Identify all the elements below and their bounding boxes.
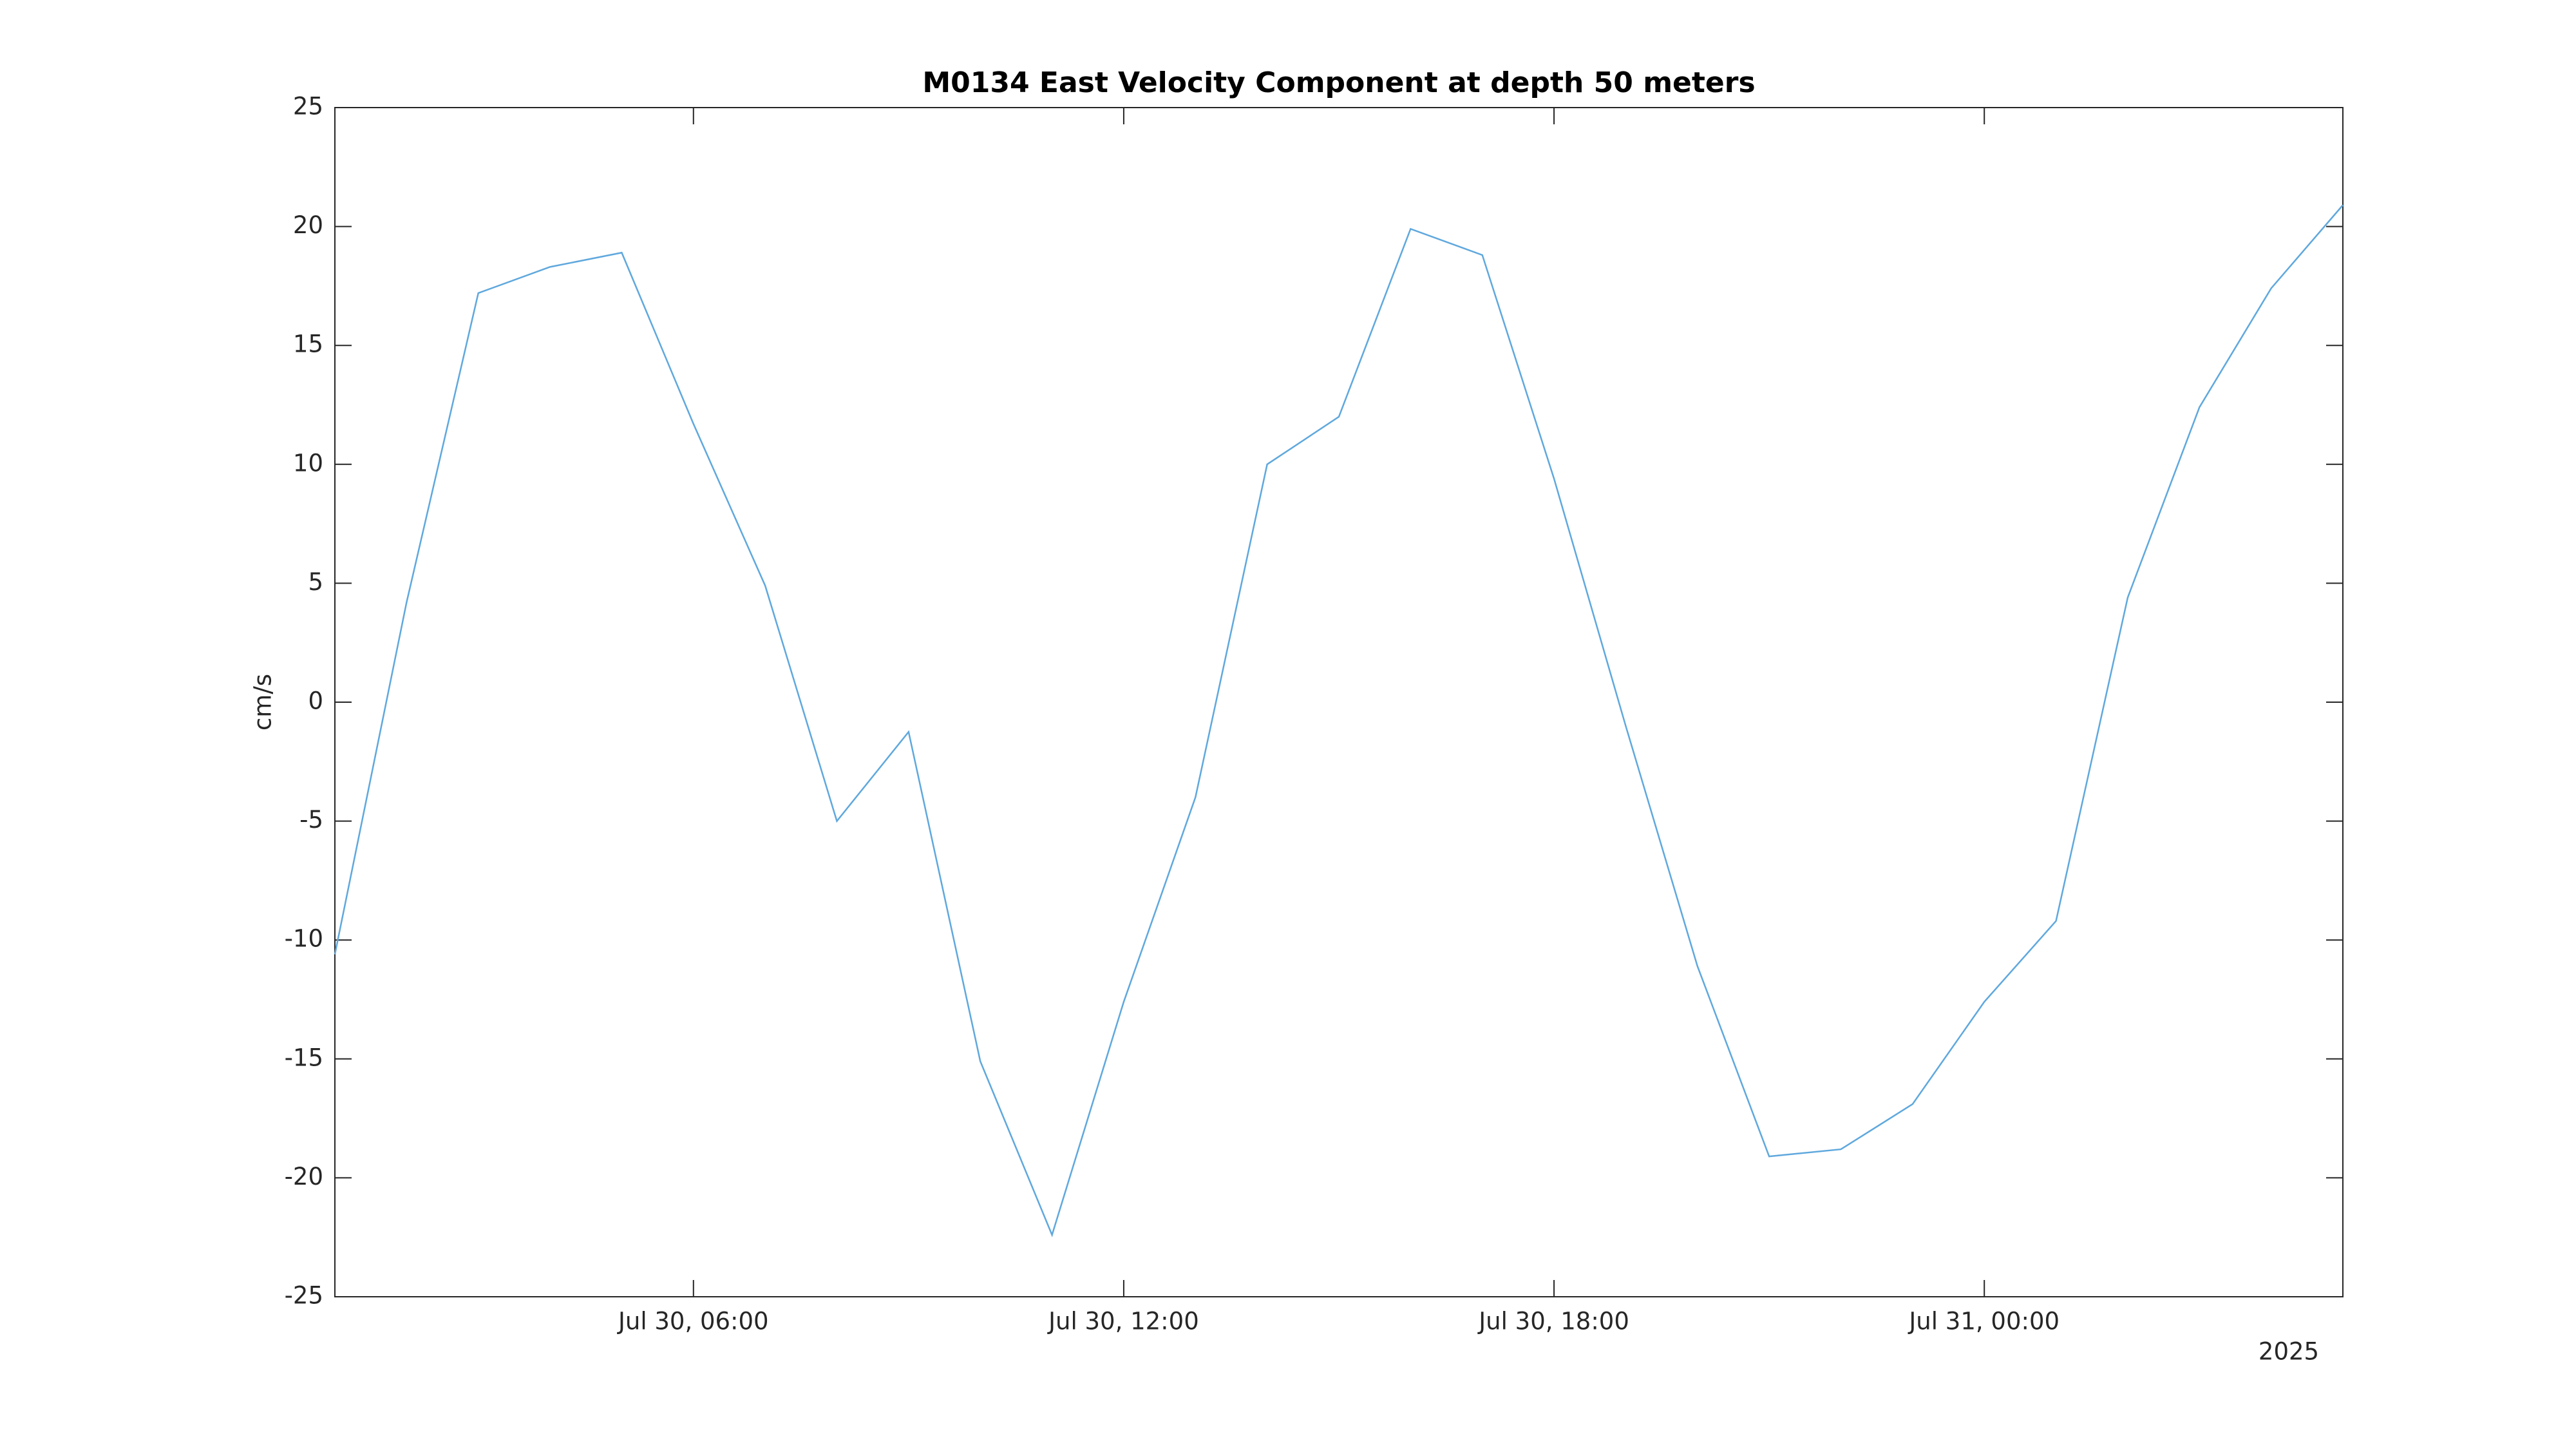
x-tick-label: Jul 31, 00:00: [1908, 1308, 2060, 1335]
y-tick-label: 25: [293, 93, 323, 120]
axes-box: [334, 107, 2344, 1297]
x-tick-label: Jul 30, 06:00: [617, 1308, 769, 1335]
y-axis-label: cm/s: [249, 674, 277, 731]
y-tick-label: 0: [308, 687, 323, 715]
y-tick-label: -5: [299, 806, 323, 834]
y-tick-label: 5: [308, 568, 323, 596]
chart-title: M0134 East Velocity Component at depth 5…: [922, 66, 1755, 99]
y-tick-label: -10: [285, 925, 323, 953]
y-tick-label: 10: [293, 449, 323, 477]
x-tick-label: Jul 30, 12:00: [1047, 1308, 1199, 1335]
y-tick-label: -20: [285, 1163, 323, 1190]
x-tick-label: Jul 30, 18:00: [1477, 1308, 1629, 1335]
y-tick-label: -15: [285, 1044, 323, 1071]
data-line: [334, 204, 2344, 1237]
y-tick-label: 15: [293, 330, 323, 358]
y-tick-label: 20: [293, 211, 323, 239]
y-tick-label: -25: [285, 1282, 323, 1310]
x-secondary-label: 2025: [2259, 1338, 2319, 1366]
